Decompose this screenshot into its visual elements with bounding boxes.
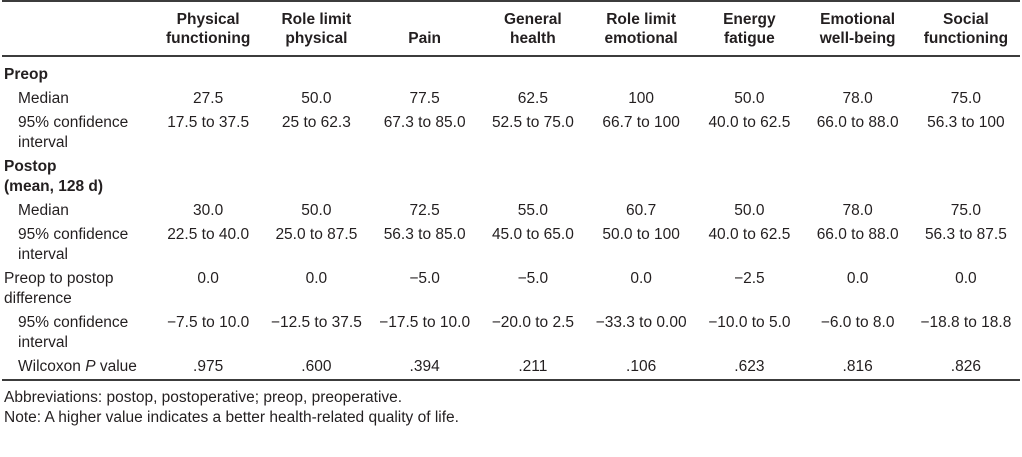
column-header: Emotional well-being <box>819 11 896 47</box>
value-cell: 78.0 <box>842 202 873 219</box>
value-cell: 56.3 to 85.0 <box>383 226 466 243</box>
footnote-abbreviations: Abbreviations: postop, postoperative; pr… <box>4 389 403 406</box>
row-label: Wilcoxon P value <box>18 358 137 375</box>
column-header: Physical functioning <box>165 11 251 47</box>
table-row: 95% confidence interval −7.5 to 10.0 −12.5… <box>2 311 1020 355</box>
table-row: 95% confidence interval 17.5 to 37.5 25 to… <box>2 111 1020 155</box>
table-body: Preop Median 27.5 50.0 77.5 62.5 100 50.0 78.0 75… <box>2 56 1020 380</box>
column-header: Role limit physical <box>281 11 352 47</box>
value-cell: .106 <box>626 358 657 375</box>
table-row: Preop <box>2 56 1020 87</box>
table-row: Postop (mean, 128 d) <box>2 155 1020 199</box>
value-cell: 50.0 to 100 <box>602 226 680 243</box>
table-row: Wilcoxon P value .975 .600 .394 .211 .106 .623… <box>2 355 1020 380</box>
column-header: Role limit emotional <box>604 11 678 47</box>
value-cell: 66.0 to 88.0 <box>816 114 899 131</box>
value-cell: 17.5 to 37.5 <box>167 114 250 131</box>
column-header: General health <box>504 11 562 47</box>
value-cell: .816 <box>842 358 873 375</box>
value-cell: 50.0 <box>734 90 765 107</box>
header-row: Physical functioning Role limit physical P… <box>2 1 1020 56</box>
value-cell: 78.0 <box>842 90 873 107</box>
table-row: Preop to postop difference 0.0 0.0 −5.0 −5.0… <box>2 267 1020 311</box>
value-cell: 40.0 to 62.5 <box>708 226 791 243</box>
value-cell: 75.0 <box>950 202 981 219</box>
value-cell: −10.0 to 5.0 <box>708 314 791 331</box>
row-label: Median <box>18 90 69 107</box>
value-cell: 66.7 to 100 <box>602 114 680 131</box>
value-cell: .975 <box>193 358 224 375</box>
value-cell: 77.5 <box>409 90 440 107</box>
table-row: 95% confidence interval 22.5 to 40.0 25.0 … <box>2 223 1020 267</box>
table-row: Median 30.0 50.0 72.5 55.0 60.7 50.0 78.0 75.0 <box>2 199 1020 223</box>
value-cell: .623 <box>734 358 765 375</box>
value-cell: 75.0 <box>950 90 981 107</box>
corner-cell <box>2 1 154 56</box>
footnotes: Abbreviations: postop, postoperative; pr… <box>2 388 1020 428</box>
value-cell: −20.0 to 2.5 <box>491 314 575 331</box>
row-label: 95% confidence interval <box>18 314 129 351</box>
value-cell: .394 <box>409 358 440 375</box>
value-cell: 50.0 <box>734 202 765 219</box>
value-cell: 67.3 to 85.0 <box>383 114 466 131</box>
value-cell: 22.5 to 40.0 <box>167 226 250 243</box>
value-cell: 52.5 to 75.0 <box>491 114 574 131</box>
value-cell: 100 <box>628 90 655 107</box>
value-cell: 27.5 <box>193 90 224 107</box>
value-cell: .826 <box>950 358 981 375</box>
value-cell: 45.0 to 65.0 <box>491 226 574 243</box>
value-cell: −2.5 <box>734 270 765 287</box>
value-cell: 0.0 <box>197 270 219 287</box>
value-cell: 0.0 <box>846 270 869 287</box>
value-cell: 40.0 to 62.5 <box>708 114 791 131</box>
value-cell: −17.5 to 10.0 <box>379 314 471 331</box>
value-cell: −6.0 to 8.0 <box>820 314 895 331</box>
value-cell: 56.3 to 100 <box>927 114 1005 131</box>
column-header: Social functioning <box>923 11 1009 47</box>
value-cell: .211 <box>518 358 548 375</box>
column-header: Pain <box>408 30 441 47</box>
row-label: 95% confidence interval <box>18 114 129 151</box>
table-row: Median 27.5 50.0 77.5 62.5 100 50.0 78.0 75.0 <box>2 87 1020 111</box>
value-cell: −33.3 to 0.00 <box>595 314 687 331</box>
value-cell: 62.5 <box>517 90 548 107</box>
value-cell: .600 <box>301 358 332 375</box>
value-cell: 0.0 <box>955 270 977 287</box>
value-cell: 55.0 <box>517 202 548 219</box>
value-cell: 25.0 to 87.5 <box>275 226 358 243</box>
row-label: Preop to postop difference <box>4 270 114 307</box>
value-cell: −7.5 to 10.0 <box>166 314 250 331</box>
value-cell: 60.7 <box>626 202 657 219</box>
value-cell: −12.5 to 37.5 <box>270 314 362 331</box>
footnote-note: Note: A higher value indicates a better … <box>4 409 459 426</box>
row-label: Median <box>18 202 69 219</box>
value-cell: 72.5 <box>409 202 440 219</box>
column-header: Energy fatigue <box>723 11 776 47</box>
row-label: Postop (mean, 128 d) <box>4 158 104 195</box>
row-label: 95% confidence interval <box>18 226 129 263</box>
value-cell: 25 to 62.3 <box>281 114 351 131</box>
quality-of-life-table: Physical functioning Role limit physical P… <box>2 0 1020 381</box>
value-cell: 0.0 <box>630 270 652 287</box>
value-cell: 56.3 to 87.5 <box>924 226 1007 243</box>
value-cell: 66.0 to 88.0 <box>816 226 899 243</box>
value-cell: −5.0 <box>409 270 440 287</box>
value-cell: 50.0 <box>301 202 332 219</box>
value-cell: 0.0 <box>305 270 328 287</box>
value-cell: 30.0 <box>193 202 224 219</box>
value-cell: −18.8 to 18.8 <box>920 314 1012 331</box>
value-cell: 50.0 <box>301 90 332 107</box>
row-label: Preop <box>4 66 48 83</box>
value-cell: −5.0 <box>517 270 549 287</box>
